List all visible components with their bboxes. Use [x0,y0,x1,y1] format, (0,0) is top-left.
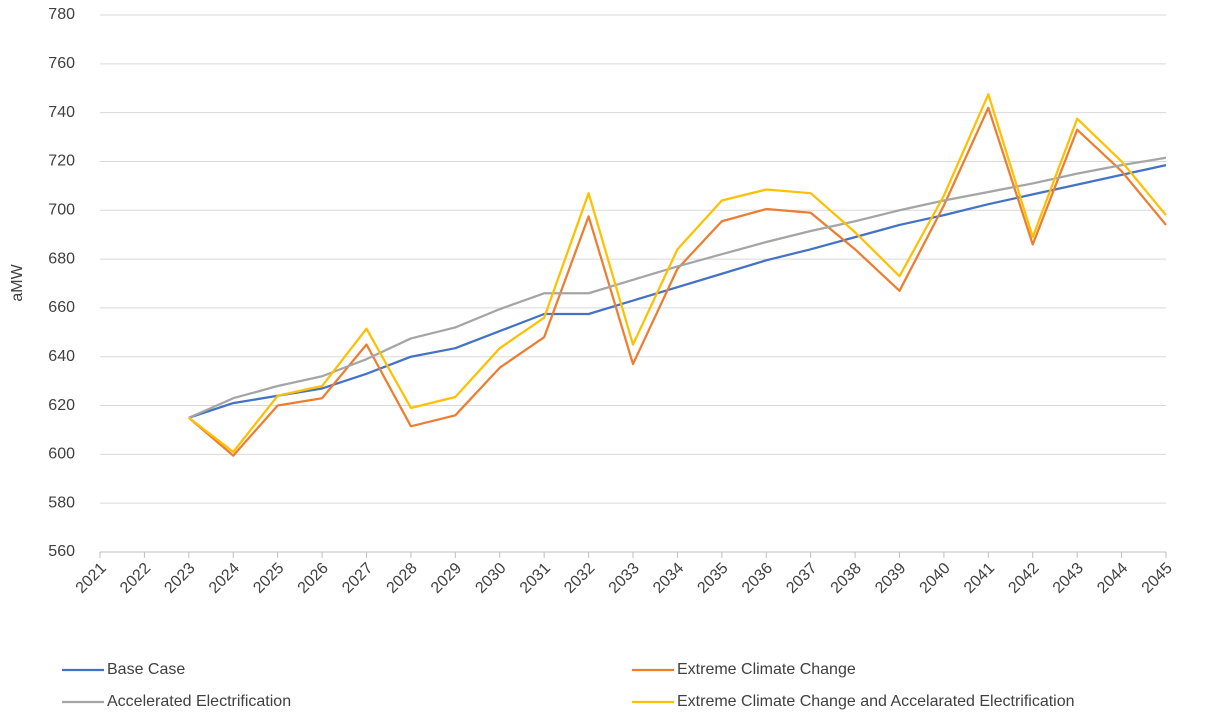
x-tick-label: 2041 [961,560,998,597]
x-tick-label: 2026 [295,560,332,597]
y-tick-label: 600 [48,446,75,463]
legend-label: Base Case [107,661,185,678]
x-tick-label: 2036 [739,560,776,597]
y-tick-label: 740 [48,104,75,121]
y-tick-label: 660 [48,299,75,316]
x-tick-label: 2044 [1094,560,1131,597]
x-tick-label: 2024 [206,560,243,597]
x-tick-label: 2042 [1005,560,1042,597]
y-tick-label: 620 [48,397,75,414]
y-axis-label: aMW [9,263,26,301]
x-tick-label: 2030 [472,560,509,597]
x-tick-label: 2035 [694,560,731,597]
series-line [188,106,1167,457]
x-tick-label: 2039 [872,560,909,597]
x-tick-label: 2029 [428,560,465,597]
y-tick-label: 640 [48,348,75,365]
y-tick-label: 700 [48,201,75,218]
series-line [188,156,1167,419]
x-tick-label: 2034 [650,560,687,597]
x-tick-label: 2025 [250,560,287,597]
x-tick-label: 2022 [117,560,154,597]
y-tick-label: 780 [48,6,75,23]
x-tick-label: 2037 [783,560,820,597]
x-tick-label: 2038 [828,560,865,597]
y-tick-label: 580 [48,494,75,511]
series-line [188,93,1167,454]
legend-label: Extreme Climate Change [677,661,856,678]
x-tick-label: 2033 [606,560,643,597]
x-tick-label: 2032 [561,560,598,597]
legend-label: Extreme Climate Change and Accelarated E… [677,693,1075,710]
y-tick-label: 560 [48,543,75,560]
x-tick-label: 2043 [1050,560,1087,597]
x-tick-label: 2021 [73,560,110,597]
legend-label: Accelerated Electrification [107,693,291,710]
x-tick-label: 2045 [1139,560,1176,597]
x-tick-label: 2031 [517,560,554,597]
x-tick-label: 2040 [917,560,954,597]
y-tick-label: 680 [48,250,75,267]
x-tick-label: 2023 [161,560,198,597]
series-line [188,164,1167,419]
y-tick-label: 720 [48,153,75,170]
x-tick-label: 2028 [384,560,421,597]
y-tick-label: 760 [48,55,75,72]
x-tick-label: 2027 [339,560,376,597]
